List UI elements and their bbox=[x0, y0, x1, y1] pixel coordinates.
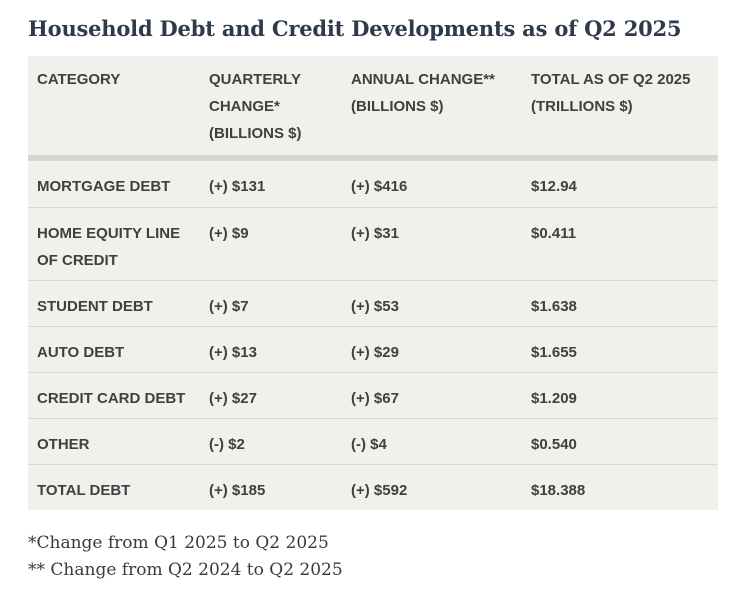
row-category: OTHER bbox=[37, 436, 90, 453]
row-category: MORTGAGE DEBT bbox=[37, 178, 171, 195]
row-category: AUTO DEBT bbox=[37, 344, 125, 361]
row-quarterly-change: (+) $13 bbox=[209, 344, 257, 361]
row-annual-change: (+) $53 bbox=[351, 298, 399, 315]
row-divider bbox=[28, 207, 718, 208]
row-annual-change: (+) $29 bbox=[351, 344, 399, 361]
row-divider bbox=[28, 418, 718, 419]
header-quarterly-change: QUARTERLY CHANGE* (BILLIONS $) bbox=[209, 71, 302, 142]
row-quarterly-change: (+) $185 bbox=[209, 482, 266, 499]
table-row: AUTO DEBT (+) $13 (+) $29 $1.655 bbox=[28, 327, 718, 373]
row-total: $0.540 bbox=[531, 436, 577, 453]
row-quarterly-change: (+) $27 bbox=[209, 390, 257, 407]
row-divider bbox=[28, 326, 718, 327]
row-category: HOME EQUITY LINE OF CREDIT bbox=[37, 225, 181, 269]
row-total: $1.655 bbox=[531, 344, 577, 361]
footnote-quarterly: *Change from Q1 2025 to Q2 2025 bbox=[28, 533, 329, 553]
row-total: $1.209 bbox=[531, 390, 577, 407]
row-quarterly-change: (-) $2 bbox=[209, 436, 245, 453]
row-quarterly-change: (+) $9 bbox=[209, 225, 249, 242]
table-row: OTHER (-) $2 (-) $4 $0.540 bbox=[28, 419, 718, 465]
chart-title: Household Debt and Credit Developments a… bbox=[28, 16, 682, 41]
row-category: STUDENT DEBT bbox=[37, 298, 153, 315]
table-row: HOME EQUITY LINE OF CREDIT (+) $9 (+) $3… bbox=[28, 208, 718, 281]
footnote-annual: ** Change from Q2 2024 to Q2 2025 bbox=[28, 560, 343, 580]
table-row: MORTGAGE DEBT (+) $131 (+) $416 $12.94 bbox=[28, 161, 718, 208]
row-category: CREDIT CARD DEBT bbox=[37, 390, 186, 407]
row-total: $1.638 bbox=[531, 298, 577, 315]
row-total: $0.411 bbox=[531, 225, 577, 242]
row-divider bbox=[28, 464, 718, 465]
row-annual-change: (+) $31 bbox=[351, 225, 399, 242]
row-divider bbox=[28, 280, 718, 281]
row-annual-change: (+) $416 bbox=[351, 178, 408, 195]
table-row-total: TOTAL DEBT (+) $185 (+) $592 $18.388 bbox=[28, 465, 718, 510]
header-total: TOTAL AS OF Q2 2025 (TRILLIONS $) bbox=[531, 71, 691, 115]
row-annual-change: (+) $592 bbox=[351, 482, 408, 499]
row-quarterly-change: (+) $131 bbox=[209, 178, 266, 195]
header-category: CATEGORY bbox=[37, 71, 121, 88]
debt-table: CATEGORY QUARTERLY CHANGE* (BILLIONS $) … bbox=[28, 56, 718, 510]
table-row: STUDENT DEBT (+) $7 (+) $53 $1.638 bbox=[28, 281, 718, 327]
row-category: TOTAL DEBT bbox=[37, 482, 131, 499]
table-row: CREDIT CARD DEBT (+) $27 (+) $67 $1.209 bbox=[28, 373, 718, 419]
header-annual-change: ANNUAL CHANGE** (BILLIONS $) bbox=[351, 71, 495, 115]
row-total: $18.388 bbox=[531, 482, 586, 499]
header-divider bbox=[28, 155, 718, 161]
row-annual-change: (-) $4 bbox=[351, 436, 387, 453]
row-divider bbox=[28, 372, 718, 373]
row-quarterly-change: (+) $7 bbox=[209, 298, 249, 315]
row-annual-change: (+) $67 bbox=[351, 390, 399, 407]
row-total: $12.94 bbox=[531, 178, 577, 195]
